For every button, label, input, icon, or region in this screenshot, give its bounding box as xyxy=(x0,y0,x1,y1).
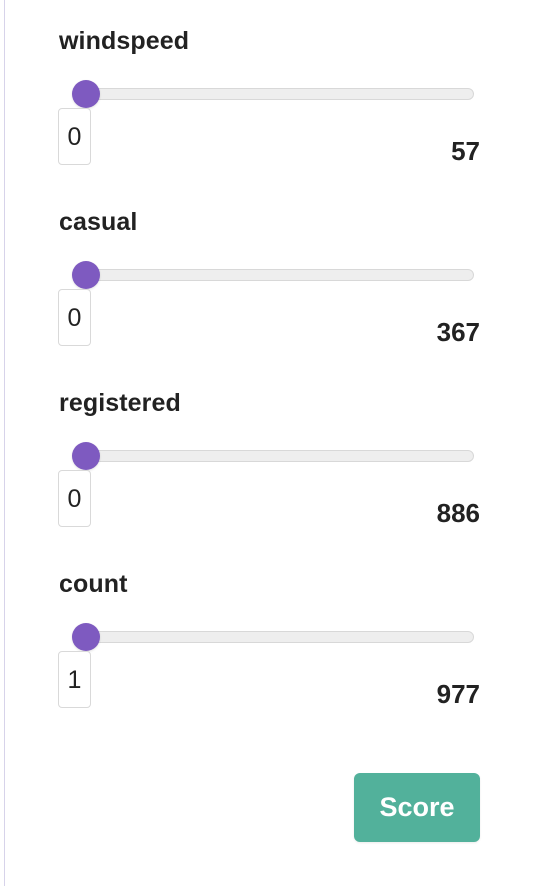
registered-slider-thumb[interactable] xyxy=(72,442,100,470)
registered-value-input[interactable]: 0 xyxy=(58,470,91,527)
casual-max-value: 367 xyxy=(436,317,480,347)
count-slider-thumb[interactable] xyxy=(72,623,100,651)
registered-max-value: 886 xyxy=(436,498,480,528)
field-registered: registered 0 886 xyxy=(58,388,480,548)
field-label: registered xyxy=(59,389,181,417)
casual-value-input[interactable]: 0 xyxy=(58,289,91,346)
windspeed-slider-track[interactable] xyxy=(72,88,474,100)
count-slider-track[interactable] xyxy=(72,631,474,643)
windspeed-value-input[interactable]: 0 xyxy=(58,108,91,165)
field-label: windspeed xyxy=(59,27,190,55)
score-button[interactable]: Score xyxy=(354,773,480,842)
field-count: count 1 977 xyxy=(58,569,480,729)
casual-slider-thumb[interactable] xyxy=(72,261,100,289)
field-casual: casual 0 367 xyxy=(58,207,480,367)
field-label: casual xyxy=(59,208,138,236)
windspeed-max-value: 57 xyxy=(451,136,480,166)
field-label: count xyxy=(59,570,128,598)
casual-slider-track[interactable] xyxy=(72,269,474,281)
count-value-input[interactable]: 1 xyxy=(58,651,91,708)
count-max-value: 977 xyxy=(436,679,480,709)
registered-slider-track[interactable] xyxy=(72,450,474,462)
windspeed-slider-thumb[interactable] xyxy=(72,80,100,108)
field-windspeed: windspeed 0 57 xyxy=(58,26,480,186)
left-border xyxy=(4,0,5,886)
